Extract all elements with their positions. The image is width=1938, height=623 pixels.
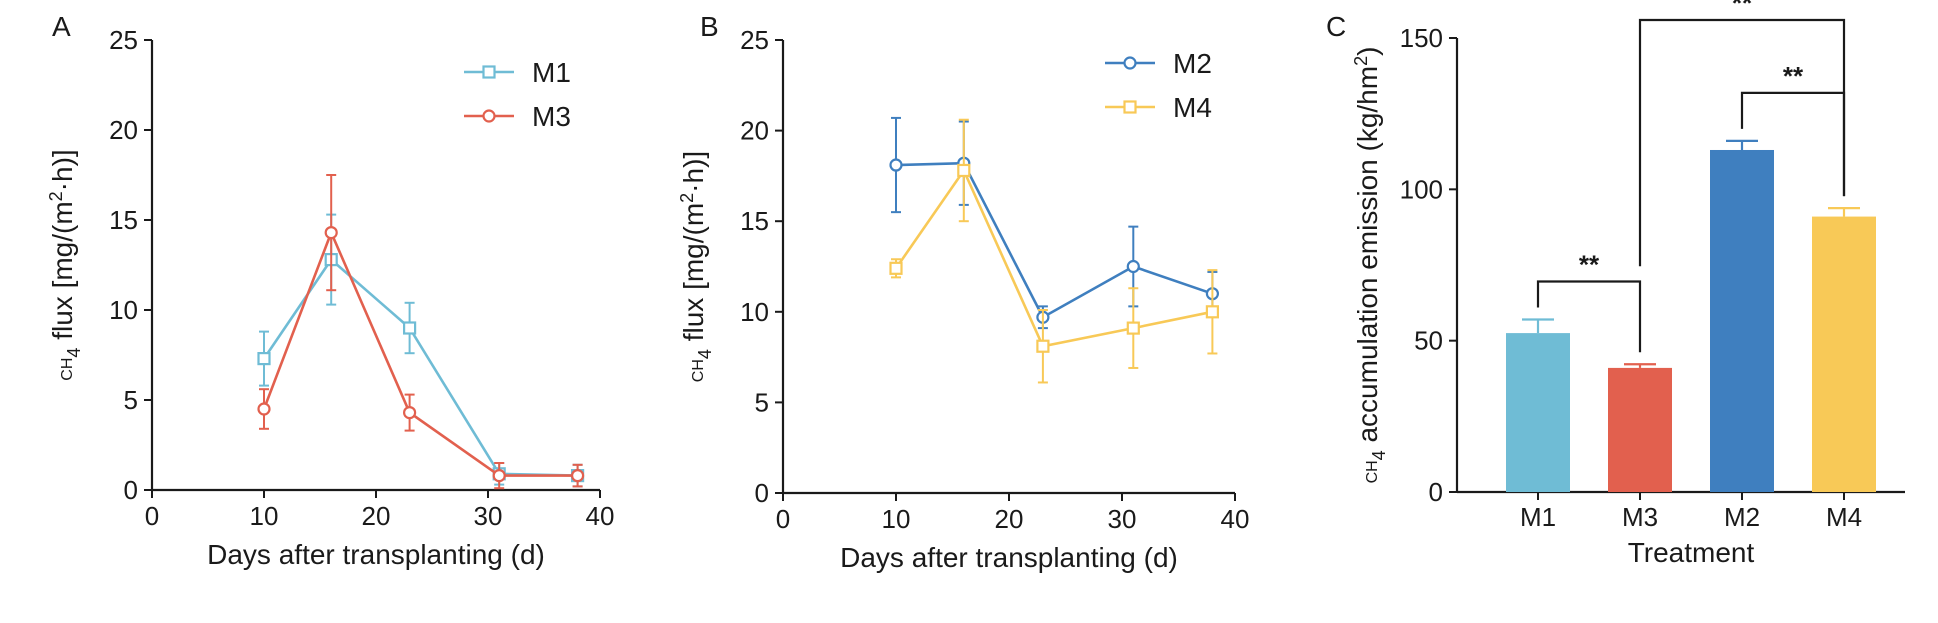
a-point-M1 bbox=[257, 352, 271, 366]
b-point-M4 bbox=[1036, 339, 1050, 353]
chart-b: 0 10 20 30 40 0 5 10 15 20 25 Days after transplant… bbox=[677, 25, 1249, 573]
c-x-tick-label: M2 bbox=[1724, 502, 1760, 532]
a-series-line-M3 bbox=[262, 229, 578, 477]
significance-bracket bbox=[1638, 18, 1846, 267]
a-y-axis-label: CH4 flux [mg/(m2·h)] bbox=[46, 149, 84, 380]
a-legend-label-M1: M1 bbox=[532, 57, 571, 88]
panel-label-b: B bbox=[700, 11, 719, 42]
a-point-M3 bbox=[257, 402, 271, 416]
bar-M3 bbox=[1608, 367, 1672, 492]
b-x-tick-label: 10 bbox=[882, 504, 911, 534]
b-legend-label-M4: M4 bbox=[1173, 92, 1212, 123]
chart-a: 0 10 20 30 40 0 5 10 15 20 25 Days after transplant… bbox=[46, 25, 614, 570]
a-point-M3 bbox=[324, 226, 338, 240]
a-y-tick-label: 25 bbox=[109, 25, 138, 55]
c-y-tick-label: 100 bbox=[1400, 174, 1443, 204]
a-x-tick-label: 10 bbox=[250, 501, 279, 531]
significance-label: ** bbox=[1783, 61, 1804, 91]
b-x-tick-label: 0 bbox=[776, 504, 790, 534]
b-point-M4 bbox=[1126, 321, 1140, 335]
b-point-M4 bbox=[957, 163, 971, 178]
c-x-tick-label: M3 bbox=[1622, 502, 1658, 532]
c-y-tick-label: 50 bbox=[1414, 326, 1443, 356]
chart-c: 0 50 100 150 M1 M3 M2 M4 Treatment CH4 accumulati… bbox=[1351, 0, 1905, 568]
b-point-M2 bbox=[889, 158, 903, 172]
a-x-tick-label: 40 bbox=[586, 501, 615, 531]
b-y-tick-label: 0 bbox=[755, 478, 769, 508]
b-y-tick-label: 5 bbox=[755, 387, 769, 417]
a-point-M3 bbox=[492, 469, 506, 483]
b-y-tick-label: 10 bbox=[740, 297, 769, 327]
a-point-M1 bbox=[403, 321, 417, 335]
a-y-tick-label: 10 bbox=[109, 295, 138, 325]
b-series-line-M2 bbox=[895, 161, 1213, 320]
b-y-tick-label: 25 bbox=[740, 25, 769, 55]
b-legend-marker-M2 bbox=[1123, 56, 1137, 70]
a-y-tick-label: 0 bbox=[124, 475, 138, 505]
c-x-tick-label: M4 bbox=[1826, 502, 1862, 532]
b-y-tick-label: 20 bbox=[740, 116, 769, 146]
b-point-M2 bbox=[1126, 259, 1140, 274]
c-y-tick-label: 150 bbox=[1400, 23, 1443, 53]
b-y-tick-label: 15 bbox=[740, 206, 769, 236]
b-x-axis-label: Days after transplanting (d) bbox=[840, 542, 1178, 573]
b-series-line-M4 bbox=[894, 167, 1213, 348]
panel-label-c: C bbox=[1326, 11, 1346, 42]
c-x-axis-label: Treatment bbox=[1628, 537, 1755, 568]
b-point-M4 bbox=[1205, 305, 1220, 319]
bar-M4 bbox=[1812, 216, 1876, 492]
b-x-tick-label: 20 bbox=[995, 504, 1024, 534]
bar-M1 bbox=[1506, 333, 1570, 492]
b-point-M4 bbox=[889, 261, 903, 275]
b-x-tick-label: 40 bbox=[1221, 504, 1250, 534]
significance-label: ** bbox=[1579, 249, 1600, 279]
b-x-tick-label: 30 bbox=[1108, 504, 1137, 534]
a-y-tick-label: 5 bbox=[124, 385, 138, 415]
significance-bracket bbox=[1536, 280, 1642, 353]
c-y-tick-label: 0 bbox=[1429, 477, 1443, 507]
b-legend-marker-M4 bbox=[1123, 100, 1137, 114]
b-legend-label-M2: M2 bbox=[1173, 48, 1212, 79]
a-x-axis-label: Days after transplanting (d) bbox=[207, 539, 545, 570]
a-x-tick-label: 20 bbox=[362, 501, 391, 531]
a-point-M3 bbox=[570, 469, 585, 483]
significance-label: ** bbox=[1732, 0, 1753, 18]
c-y-axis-label: CH4 accumulation emission (kg/hm2) bbox=[1351, 47, 1389, 484]
a-legend-marker-M3 bbox=[482, 109, 496, 123]
a-legend-marker-M1 bbox=[482, 65, 496, 79]
c-x-tick-label: M1 bbox=[1520, 502, 1556, 532]
a-legend-label-M3: M3 bbox=[532, 101, 571, 132]
bar-M2 bbox=[1710, 149, 1774, 492]
a-y-tick-label: 20 bbox=[109, 115, 138, 145]
a-x-tick-label: 30 bbox=[474, 501, 503, 531]
panel-label-a: A bbox=[52, 11, 71, 42]
b-y-axis-label: CH4 flux [mg/(m2·h)] bbox=[677, 151, 715, 382]
a-y-tick-label: 15 bbox=[109, 205, 138, 235]
a-point-M3 bbox=[403, 406, 417, 420]
a-series-line-M1 bbox=[262, 257, 578, 477]
a-x-tick-label: 0 bbox=[145, 501, 159, 531]
